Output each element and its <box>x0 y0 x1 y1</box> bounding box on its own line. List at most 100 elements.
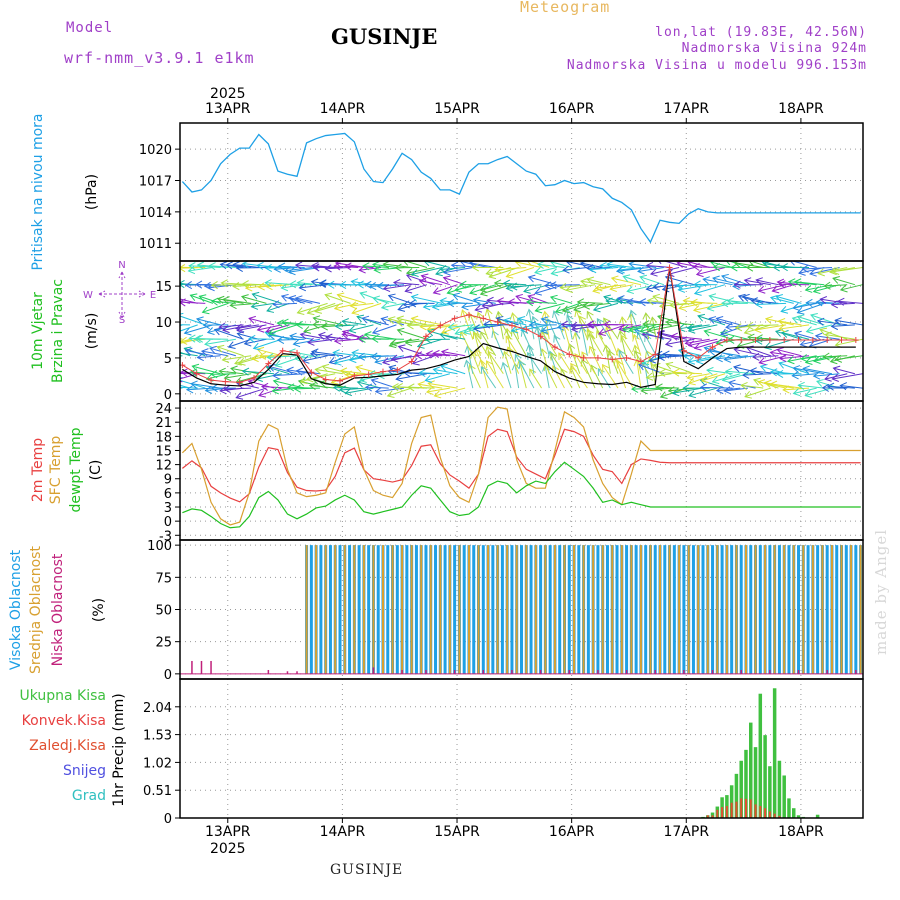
wind-arrow <box>571 324 603 330</box>
wind-arrow <box>441 351 466 357</box>
y-tick-label: 0 <box>164 668 172 683</box>
wind-arrowhead <box>266 305 275 313</box>
precip-total-bar <box>758 693 763 818</box>
gust-marker <box>222 378 229 385</box>
compass-s: S <box>119 315 125 326</box>
wind-arrowhead <box>248 334 256 343</box>
wind-arrowhead <box>626 297 634 307</box>
precip-conv-bar <box>773 813 776 818</box>
cloud-high-bar <box>605 545 609 674</box>
cloud-high-bar <box>424 545 428 674</box>
wind-arrowhead <box>693 280 701 289</box>
precip-legend-item: Ukupna Kisa <box>19 688 106 704</box>
wind-arrow <box>396 321 420 326</box>
wind-arrowhead <box>320 322 328 331</box>
wind-arrowhead <box>351 307 360 316</box>
wind-arrowhead <box>633 358 642 367</box>
wind-arrow <box>678 324 703 330</box>
gust-marker <box>437 322 444 329</box>
wind-arrow <box>793 387 817 395</box>
wind-arrowhead <box>626 286 634 295</box>
x-tick-label-bottom: 14APR <box>320 824 366 840</box>
wind-arrow <box>817 320 848 326</box>
wind-arrowhead <box>296 307 305 315</box>
wind-arrowhead <box>380 302 389 311</box>
wind-arrowhead <box>193 335 201 344</box>
wind-arrowhead <box>480 331 488 340</box>
cloud-high-bar <box>548 545 552 674</box>
wind-arrowhead <box>227 341 236 349</box>
wind-arrow <box>634 350 649 374</box>
wind-arrowhead <box>515 293 523 302</box>
wind-arrowhead <box>486 296 494 305</box>
wind-arrow <box>180 298 198 304</box>
wind-arrowhead <box>349 301 358 310</box>
wind-arrow <box>805 387 833 397</box>
wind-arrowhead <box>265 282 273 291</box>
wind-arrowhead <box>726 297 735 306</box>
wind-arrowhead <box>336 292 345 301</box>
wind-arrowhead <box>303 326 312 334</box>
wind-arrowhead <box>588 265 597 274</box>
footer-station: GUSINJE <box>330 862 404 878</box>
wind-arrowhead <box>617 329 626 338</box>
cloud-mid-bar <box>315 545 318 674</box>
wind-arrowhead <box>446 299 455 308</box>
wind-arrow <box>273 302 298 306</box>
wind-arrow <box>297 302 328 314</box>
wind-arrow <box>334 338 359 342</box>
wind-arrow <box>258 387 282 397</box>
wind-arrowhead <box>184 347 193 356</box>
wind-arrowhead <box>472 331 480 340</box>
wind-arrowhead <box>387 316 396 325</box>
cloud-high-bar <box>682 545 686 674</box>
wind-arrowhead <box>645 284 654 293</box>
wind-arrow <box>634 345 642 374</box>
wind-arrow <box>534 266 557 274</box>
wind-arrow <box>387 387 412 397</box>
wind-arrowhead <box>561 305 570 314</box>
wind-arrow <box>583 302 611 307</box>
wind-arrowhead <box>405 273 414 281</box>
wind-arrowhead <box>450 261 459 270</box>
model-name: wrf-nmm_v3.9.1 e1km <box>64 49 255 67</box>
wind-arrow <box>329 355 351 364</box>
cloud-low-bar <box>482 669 485 674</box>
wind-arrowhead <box>509 282 518 291</box>
wind-arrow <box>383 284 412 290</box>
gust-marker <box>208 377 215 384</box>
cloud-low-bar <box>210 660 212 674</box>
gust-marker <box>379 368 386 375</box>
wind-arrowhead <box>410 315 419 324</box>
wind-arrow <box>281 295 305 304</box>
wind-arrowhead <box>687 325 696 334</box>
wind-arrow <box>560 284 588 289</box>
wind-arrow <box>593 302 619 311</box>
wind-arrow <box>294 387 320 390</box>
wind-arrowhead <box>724 367 733 376</box>
wind-arrow <box>720 324 749 335</box>
wind-arrow <box>598 324 626 335</box>
wind-arrowhead <box>800 354 808 363</box>
wind-arrow <box>794 281 825 286</box>
y-tick-label: 5 <box>164 352 172 367</box>
wind-arrowhead <box>502 279 511 288</box>
wind-arrowhead <box>244 283 253 292</box>
wind-arrow <box>222 298 252 304</box>
wind-arrow <box>181 371 206 375</box>
wind-arrowhead <box>678 303 687 312</box>
wind-arrow <box>658 355 687 358</box>
wind-arrowhead <box>180 368 188 377</box>
cloud-mid-bar <box>487 545 490 674</box>
precip-conv-bar <box>768 811 771 818</box>
wind-arrowhead <box>486 360 493 368</box>
cloud-mid-bar <box>840 545 843 674</box>
wind-arrowhead <box>721 375 730 383</box>
gust-marker <box>408 358 415 365</box>
compass-n: N <box>118 260 125 271</box>
wind-arrow <box>716 355 748 360</box>
gust-marker <box>709 344 716 351</box>
wind-arrowhead <box>792 388 801 397</box>
wind-arrow <box>274 266 298 270</box>
wind-arrow <box>455 284 481 291</box>
